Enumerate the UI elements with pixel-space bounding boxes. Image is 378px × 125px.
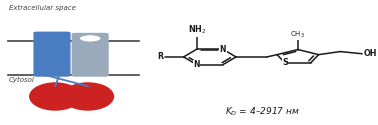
FancyBboxPatch shape <box>71 33 109 77</box>
Text: N: N <box>220 45 226 54</box>
FancyBboxPatch shape <box>33 32 71 77</box>
Text: R: R <box>157 52 163 61</box>
Text: S: S <box>282 58 288 68</box>
Text: Cytosol: Cytosol <box>9 77 34 83</box>
Text: $K$$_\mathregular{D}$ = 4–2917 нм: $K$$_\mathregular{D}$ = 4–2917 нм <box>225 105 300 118</box>
Circle shape <box>79 35 101 42</box>
Text: Extracellular space: Extracellular space <box>9 4 76 10</box>
Text: N: N <box>194 60 200 69</box>
Ellipse shape <box>29 82 81 111</box>
Text: CH$_3$: CH$_3$ <box>290 30 305 40</box>
Text: NH$_2$: NH$_2$ <box>187 24 206 36</box>
Text: OH: OH <box>364 49 377 58</box>
Ellipse shape <box>62 82 114 111</box>
